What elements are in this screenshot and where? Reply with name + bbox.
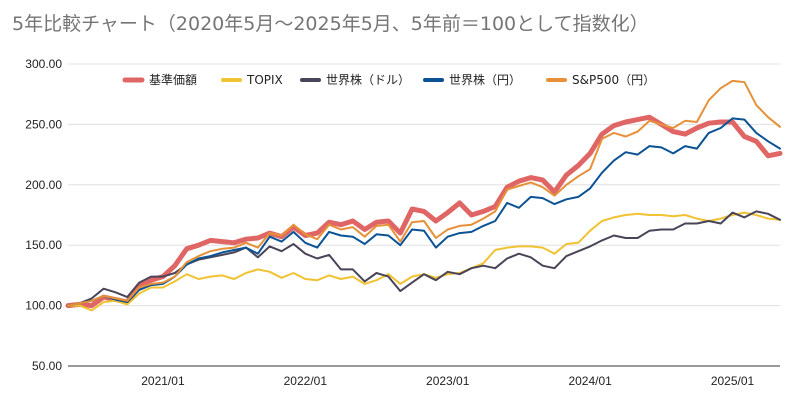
series-line-2 [67,210,781,307]
series-lines [65,79,783,312]
x-tick-label: 2022/01 [284,374,328,388]
y-tick-label: 300.00 [25,57,62,71]
legend-label: 基準価額 [149,72,197,87]
legend-item-3: 世界株（円） [423,72,521,87]
series-line-3 [67,117,781,307]
chart-title: 5年比較チャート（2020年5月〜2025年5月、5年前＝100として指数化） [12,13,649,35]
x-tick-label: 2021/01 [141,374,185,388]
x-tick-label: 2023/01 [426,374,470,388]
y-tick-label: 150.00 [25,238,62,252]
legend-label: S&P500（円） [572,73,655,87]
y-tick-label: 100.00 [25,299,62,313]
y-tick-label: 50.00 [32,359,62,373]
legend-item-4: S&P500（円） [546,73,655,87]
legend-item-1: TOPIX [221,73,283,87]
legend: 基準価額 TOPIX 世界株（ドル） 世界株（円） S&P500（円） [122,72,655,87]
x-tick-label: 2024/01 [568,374,612,388]
y-tick-label: 200.00 [25,178,62,192]
gridlines [68,63,780,367]
x-tick-label: 2025/01 [711,374,755,388]
x-axis-ticks: 2021/01 2022/01 2023/01 2024/01 2025/01 [141,374,754,388]
series-line-4 [67,79,781,307]
legend-item-2: 世界株（ドル） [300,72,410,87]
y-axis-ticks: 50.00 100.00 150.00 200.00 250.00 300.00 [25,57,62,373]
legend-label: 世界株（円） [449,72,521,87]
legend-label: 世界株（ドル） [326,72,410,87]
legend-item-0: 基準価額 [122,72,197,87]
legend-label: TOPIX [246,73,283,87]
y-tick-label: 250.00 [25,117,62,131]
